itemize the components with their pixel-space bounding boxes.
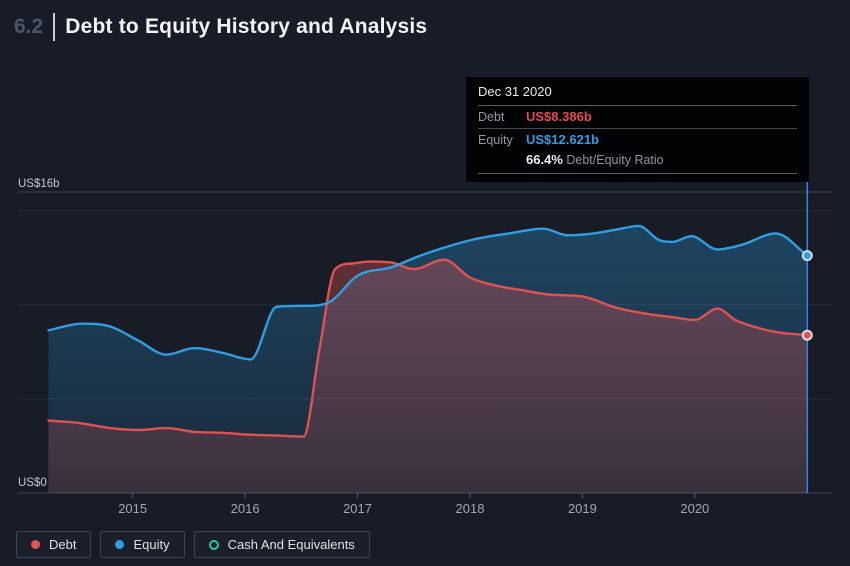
page-title: Debt to Equity History and Analysis xyxy=(65,15,428,38)
tooltip-ratio-label: Debt/Equity Ratio xyxy=(566,153,664,167)
page-header: 6.2 Debt to Equity History and Analysis xyxy=(14,13,427,41)
tooltip-equity-label: Equity xyxy=(478,133,513,147)
tooltip-equity-value: US$12.621b xyxy=(526,132,599,147)
legend-label-equity: Equity xyxy=(133,537,170,552)
marker-debt[interactable] xyxy=(801,329,813,341)
legend-item-equity[interactable]: Equity xyxy=(100,531,185,558)
chart-legend: Debt Equity Cash And Equivalents xyxy=(16,531,370,558)
legend-label-cash: Cash And Equivalents xyxy=(227,537,355,552)
header-divider xyxy=(53,13,56,41)
x-axis-label: 2015 xyxy=(118,501,147,516)
tooltip-debt-value: US$8.386b xyxy=(526,109,592,124)
x-axis-label: 2018 xyxy=(456,501,485,516)
tooltip-debt-label: Debt xyxy=(478,110,505,124)
chart-tooltip: Dec 31 2020 Debt US$8.386b Equity US$12.… xyxy=(466,77,809,182)
legend-label-debt: Debt xyxy=(49,537,77,552)
section-number: 6.2 xyxy=(14,15,44,38)
y-axis-label-zero: US$0 xyxy=(18,477,47,489)
equity-series-dot-icon xyxy=(115,540,125,549)
line-equity xyxy=(47,224,809,361)
x-axis-label: 2016 xyxy=(231,501,260,516)
legend-item-cash-and-equivalents[interactable]: Cash And Equivalents xyxy=(193,531,370,558)
cash-series-ring-icon xyxy=(208,539,219,550)
y-axis-label-max: US$16b xyxy=(18,178,60,190)
debt-series-dot-icon xyxy=(31,540,40,549)
tooltip-debt-row: Debt US$8.386b xyxy=(478,106,797,129)
tooltip-ratio-row: 66.4% Debt/Equity Ratio xyxy=(478,151,797,174)
tooltip-ratio-value: 66.4% xyxy=(526,152,563,167)
line-debt xyxy=(47,258,809,438)
legend-item-debt[interactable]: Debt xyxy=(16,531,92,558)
marker-equity[interactable] xyxy=(801,250,813,262)
x-axis-label: 2020 xyxy=(680,501,709,516)
tooltip-date: Dec 31 2020 xyxy=(478,84,797,106)
x-axis-label: 2019 xyxy=(568,501,597,516)
x-axis-label: 2017 xyxy=(343,501,372,516)
tooltip-equity-row: Equity US$12.621b xyxy=(478,129,797,151)
